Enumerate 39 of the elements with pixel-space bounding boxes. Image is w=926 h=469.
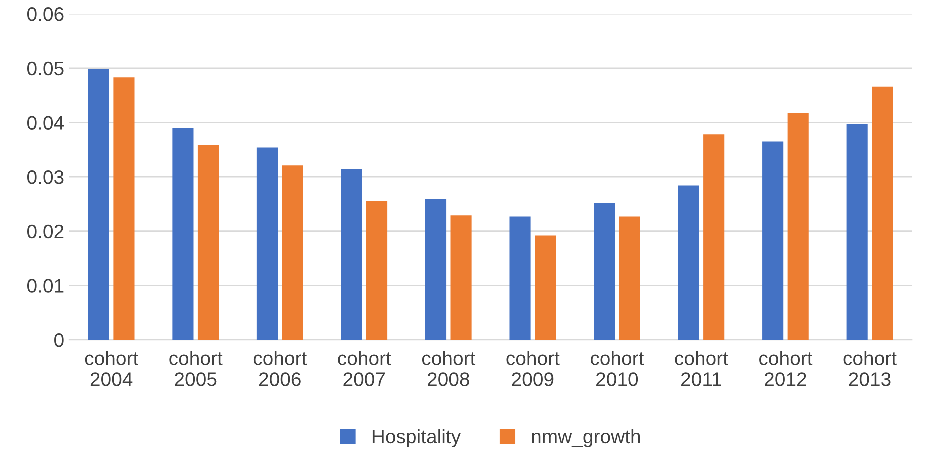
bar (172, 128, 194, 340)
bar (450, 216, 472, 340)
bar (846, 124, 868, 340)
bar (282, 166, 304, 340)
bar (619, 216, 640, 340)
bar (678, 186, 700, 340)
y-tick-label: 0.01 (28, 279, 64, 293)
bar (366, 201, 388, 340)
bar (535, 236, 556, 340)
x-tick-label: cohort 2004 (85, 351, 138, 386)
bar (425, 199, 447, 340)
y-tick-label: 0.05 (28, 62, 64, 76)
x-tick-label: cohort 2005 (170, 351, 223, 386)
bar (88, 69, 110, 340)
bar (256, 148, 278, 340)
x-tick-label: cohort 2006 (254, 351, 307, 386)
x-tick-label: cohort 2007 (338, 351, 392, 386)
bar (510, 216, 531, 340)
y-tick-label: 0.02 (28, 224, 64, 239)
x-tick-label: cohort 2013 (844, 351, 897, 386)
x-tick-label: cohort 2010 (590, 351, 644, 386)
x-tick-label: cohort 2009 (506, 351, 560, 386)
bar (788, 112, 809, 340)
x-tick-label: cohort 2012 (760, 351, 813, 386)
bar (762, 142, 784, 340)
x-tick-label: cohort 2011 (675, 351, 728, 386)
bar (198, 146, 220, 340)
bar (341, 169, 362, 340)
x-tick-label: cohort 2008 (422, 351, 476, 386)
y-tick-label: 0.06 (28, 8, 64, 22)
legend-label: Hospitality (372, 429, 462, 448)
y-tick-label: 0 (54, 333, 64, 348)
y-tick-label: 0.04 (28, 116, 64, 130)
bar (114, 78, 135, 340)
bar (704, 134, 725, 340)
bar (594, 203, 616, 340)
bar (872, 86, 894, 340)
y-tick-label: 0.03 (28, 170, 64, 184)
legend-label: nmw_growth (532, 429, 640, 448)
